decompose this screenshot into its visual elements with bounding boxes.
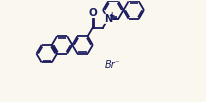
Text: O: O: [88, 8, 97, 18]
Text: N: N: [104, 14, 112, 24]
Text: ⁻: ⁻: [114, 60, 119, 69]
Text: Br: Br: [105, 60, 116, 70]
Text: +: +: [109, 11, 115, 20]
